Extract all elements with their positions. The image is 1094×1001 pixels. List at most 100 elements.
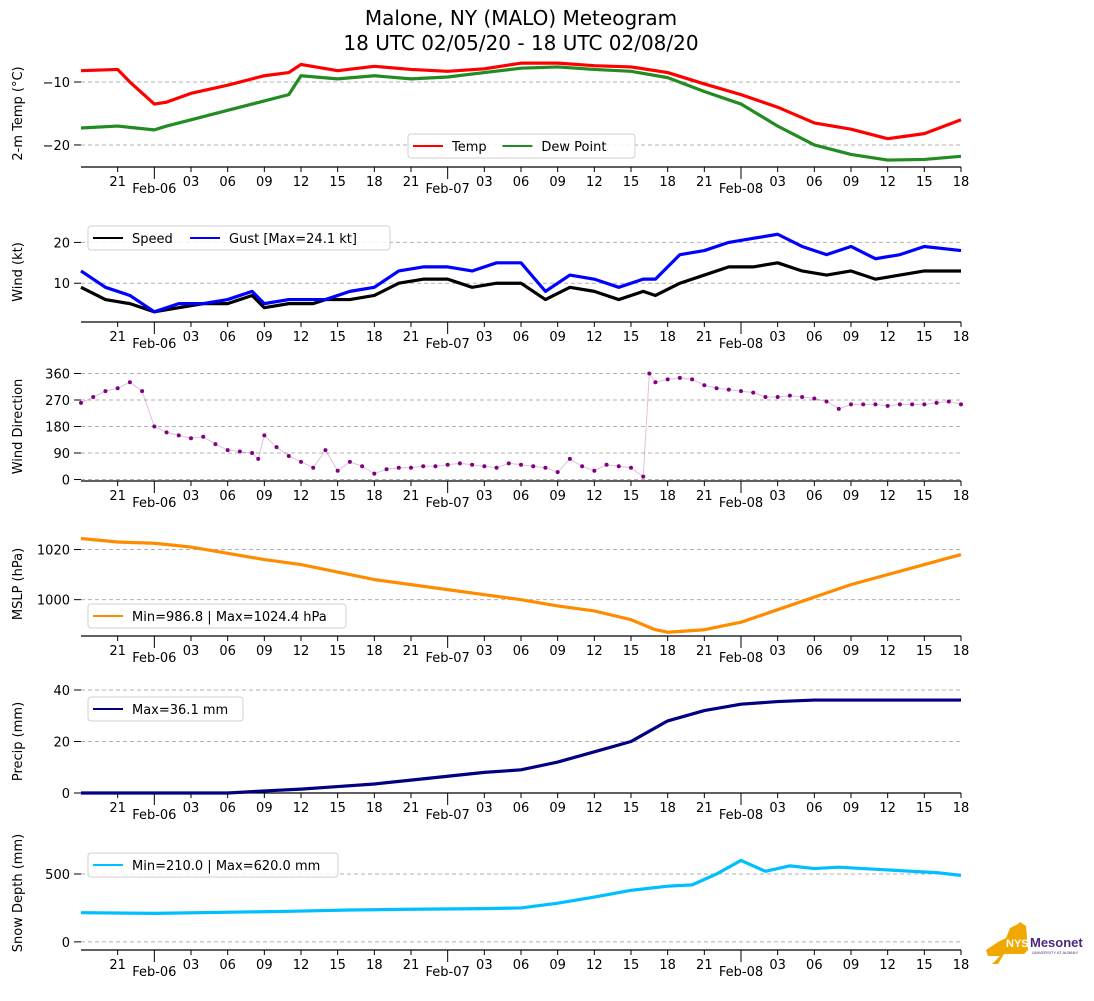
- x-tick-label: 06: [219, 175, 236, 190]
- legend-temp: Temp Dew Point: [407, 133, 636, 159]
- svg-text:UNIVERSITY AT ALBANY: UNIVERSITY AT ALBANY: [1032, 950, 1079, 955]
- series-line-gust-max-24-1-kt: [80, 232, 962, 314]
- data-point: [335, 468, 340, 473]
- x-date-label: Feb-07: [426, 651, 470, 666]
- panel-temp: −10 −20 2-m Temp (°C) 21 03 06 09 12 15 18 21 03 06 0…: [11, 61, 970, 197]
- x-tick-label: 06: [806, 644, 823, 659]
- x-tick-label: 15: [623, 175, 640, 190]
- x-tick-label: 18: [659, 330, 676, 345]
- x-tick-label: 09: [843, 175, 860, 190]
- data-point: [567, 456, 572, 461]
- x-date-label: Feb-06: [132, 651, 176, 666]
- data-point: [531, 464, 536, 469]
- x-tick-label: 03: [769, 801, 786, 816]
- x-tick-label: 21: [109, 958, 126, 973]
- x-tick-label: 12: [586, 958, 603, 973]
- x-tick-label: 09: [549, 958, 566, 973]
- x-date-label: Feb-06: [132, 808, 176, 823]
- data-point: [127, 380, 132, 385]
- data-point: [543, 465, 548, 470]
- legend-wind: Speed Gust [Max=24.1 kt]: [87, 225, 391, 251]
- data-point: [726, 387, 731, 392]
- data-point: [665, 377, 670, 382]
- panel-snow: 0 500 Snow Depth (mm) 21 03 06 09 12 15 18 21 03 06 0…: [11, 834, 969, 980]
- x-tick-label: 06: [513, 175, 530, 190]
- x-tick-label: 06: [219, 801, 236, 816]
- data-point: [225, 448, 230, 453]
- data-point: [763, 395, 768, 400]
- data-point: [555, 470, 560, 475]
- x-tick-label: 06: [513, 330, 530, 345]
- x-tick-label: 15: [623, 801, 640, 816]
- data-point: [836, 406, 841, 411]
- x-date-label: Feb-06: [132, 496, 176, 511]
- x-tick-label: 06: [513, 489, 530, 504]
- x-tick-label: 15: [623, 330, 640, 345]
- x-tick-label: 21: [696, 644, 713, 659]
- data-point: [849, 402, 853, 407]
- legend-box: [87, 696, 244, 722]
- x-tick-label: 18: [659, 801, 676, 816]
- data-point: [677, 375, 682, 380]
- x-tick-label: 21: [403, 330, 420, 345]
- data-point: [311, 465, 316, 470]
- data-point: [256, 456, 261, 461]
- x-date-label: Feb-06: [132, 182, 176, 197]
- x-tick-label: 18: [366, 330, 383, 345]
- x-tick-label: 06: [219, 489, 236, 504]
- x-date-label: Feb-07: [426, 337, 470, 352]
- data-point: [323, 448, 328, 453]
- y-tick-label: −20: [43, 139, 70, 154]
- x-tick-label: 18: [953, 175, 970, 190]
- data-point: [787, 393, 792, 398]
- x-tick-label: 09: [549, 175, 566, 190]
- x-tick-label: 12: [293, 489, 310, 504]
- data-point: [946, 399, 951, 404]
- x-tick-label: 06: [806, 330, 823, 345]
- y-axis-label: Snow Depth (mm): [11, 834, 26, 952]
- x-tick-label: 03: [769, 644, 786, 659]
- x-tick-label: 03: [769, 175, 786, 190]
- x-tick-label: 12: [879, 958, 896, 973]
- data-point: [824, 399, 829, 404]
- x-tick-label: 09: [549, 489, 566, 504]
- y-axis-label: Precip (mm): [11, 702, 26, 781]
- legend-snow: Min=210.0 | Max=620.0 mm: [87, 852, 339, 878]
- x-tick-label: 21: [403, 175, 420, 190]
- x-tick-label: 06: [806, 801, 823, 816]
- x-tick-label: 21: [696, 175, 713, 190]
- data-point: [897, 402, 902, 407]
- data-point: [641, 474, 646, 479]
- data-point: [79, 400, 83, 405]
- x-tick-label: 15: [329, 489, 346, 504]
- data-point: [457, 461, 462, 466]
- x-tick-label: 03: [183, 489, 200, 504]
- x-tick-label: 21: [696, 330, 713, 345]
- x-tick-label: 18: [953, 644, 970, 659]
- x-tick-label: 21: [403, 644, 420, 659]
- data-point: [445, 462, 450, 467]
- data-point: [433, 464, 438, 469]
- x-date-label: Feb-08: [719, 337, 763, 352]
- x-tick-label: 12: [293, 330, 310, 345]
- data-point: [396, 465, 401, 470]
- x-tick-label: 18: [953, 958, 970, 973]
- data-point: [347, 459, 352, 464]
- x-tick-label: 21: [109, 644, 126, 659]
- x-tick-label: 21: [696, 958, 713, 973]
- x-tick-label: 09: [256, 330, 273, 345]
- y-tick-label: 40: [53, 684, 70, 699]
- x-date-label: Feb-08: [719, 965, 763, 980]
- x-date-label: Feb-08: [719, 496, 763, 511]
- x-tick-label: 12: [586, 489, 603, 504]
- data-point: [580, 464, 585, 469]
- x-tick-label: 09: [549, 330, 566, 345]
- data-point: [176, 433, 181, 438]
- x-tick-label: 06: [219, 958, 236, 973]
- nys-mesonet-logo: NYS Mesonet UNIVERSITY AT ALBANY: [984, 920, 1084, 970]
- x-tick-label: 12: [879, 644, 896, 659]
- data-point: [409, 465, 413, 470]
- y-tick-label: 20: [53, 736, 70, 751]
- data-point: [164, 430, 169, 435]
